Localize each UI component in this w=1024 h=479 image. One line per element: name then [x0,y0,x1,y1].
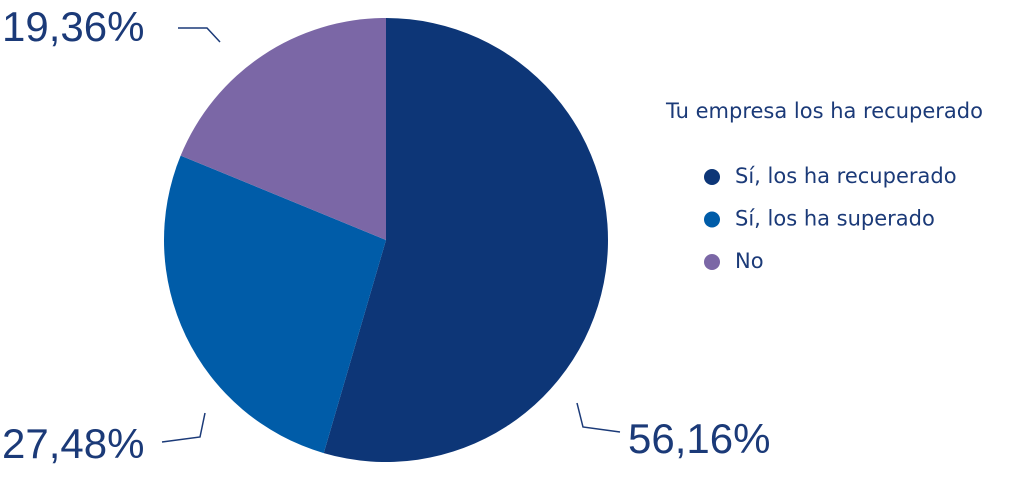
legend-title: Tu empresa los ha recuperado [665,99,983,123]
leader-line [178,27,221,43]
pie-slice [180,18,386,240]
legend-label: No [735,249,764,273]
legend-label: Sí, los ha recuperado [735,164,957,188]
pie-slice [323,18,608,462]
legend-label: Sí, los ha superado [735,207,935,231]
legend-marker [704,254,720,270]
leader-line [576,402,621,433]
value-label: 27,48% [2,420,144,467]
value-label: 19,36% [2,3,144,50]
value-label: 56,16% [628,415,770,462]
legend-marker [704,169,720,185]
leader-line [161,412,206,443]
pie-slice [164,155,386,454]
legend-marker [704,211,720,228]
